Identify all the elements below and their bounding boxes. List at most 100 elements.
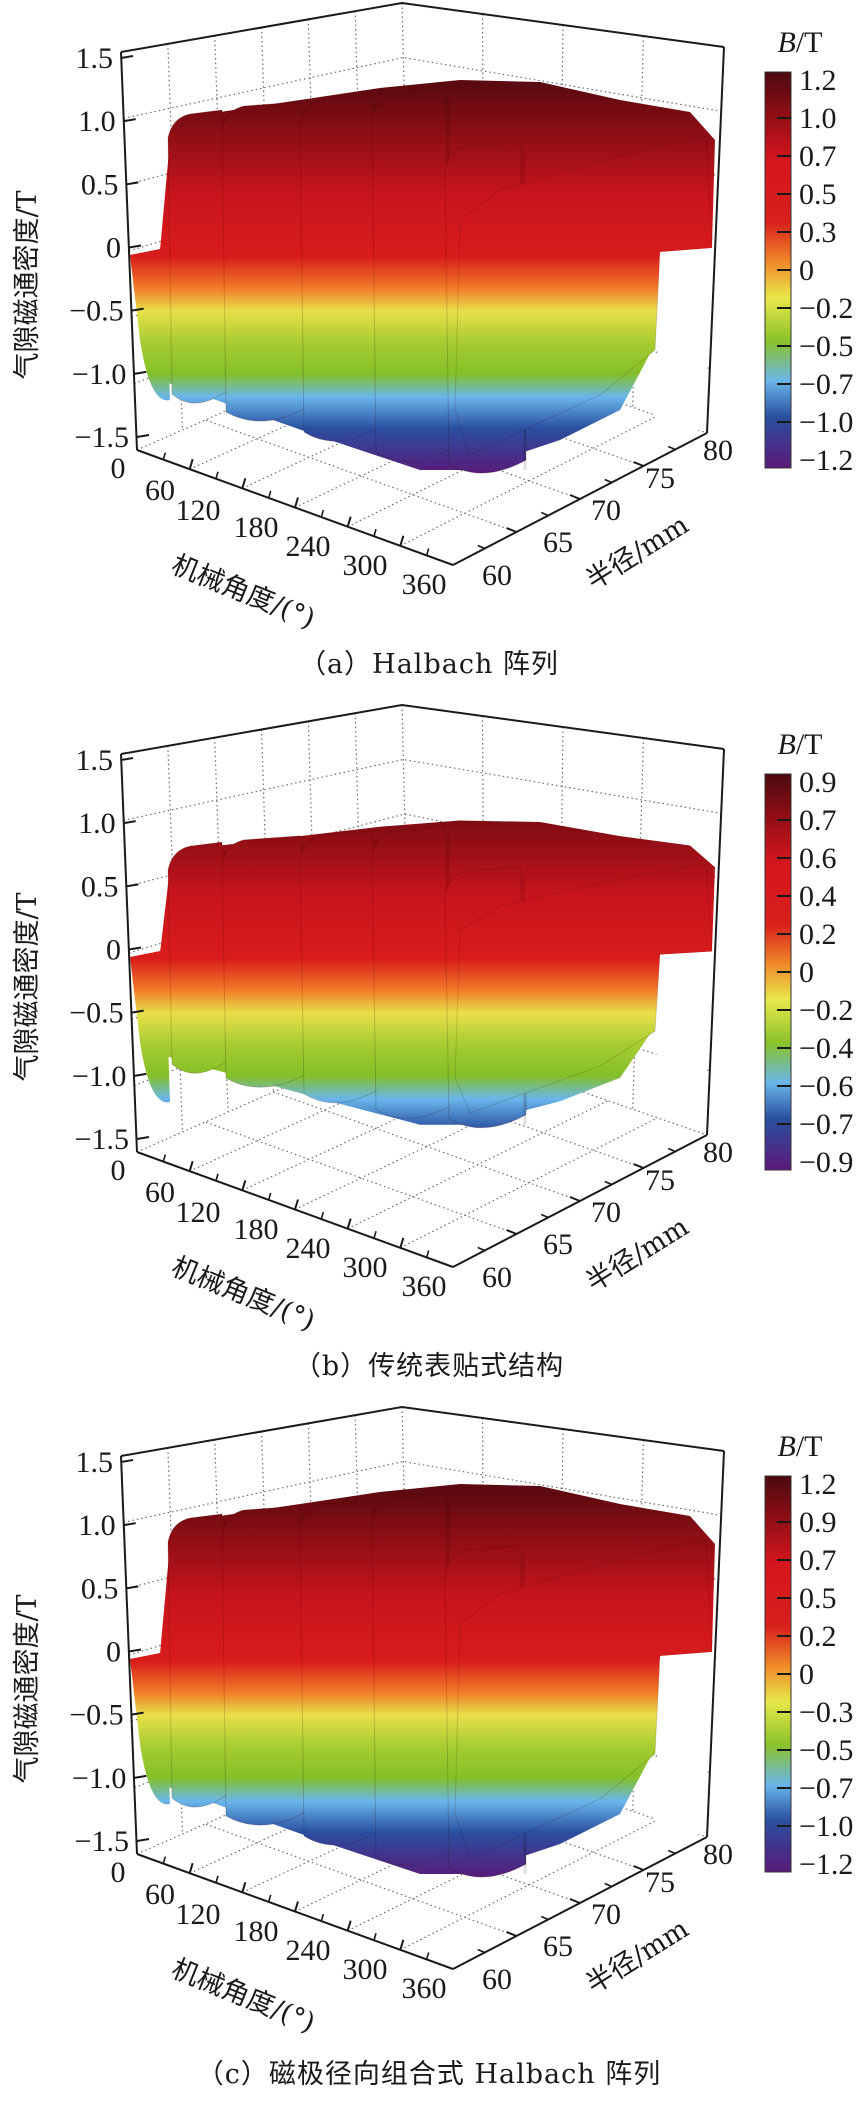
colorbar-tick-label: 0.7 <box>799 804 837 837</box>
z-tick-label: −1.5 <box>75 1825 129 1858</box>
x-tick-label: 360 <box>402 568 447 601</box>
caption-b: （b）传统表贴式结构 <box>293 1351 565 1382</box>
colorbar-tick-label: −0.5 <box>799 1734 853 1767</box>
surface <box>130 820 715 1129</box>
colorbar-tick-label: −0.7 <box>799 1772 853 1805</box>
y-tick-label: 75 <box>645 462 675 495</box>
caption-c: （c）磁极径向组合式 Halbach 阵列 <box>196 2059 662 2090</box>
x-tick-label: 180 <box>234 1213 279 1246</box>
y-tick-label: 60 <box>482 1963 512 1996</box>
colorbar-tick-label: 0.7 <box>799 1544 837 1577</box>
x-tick-label: 120 <box>176 1898 221 1931</box>
z-tick-label: 0 <box>106 232 121 265</box>
panel-c: 1.5 1.0 0.5 0 −0.5 −1.0 −1.5 气隙磁通密度/T 0 60 120 180 2… <box>0 1404 858 2106</box>
colorbar-tick-label: 0.7 <box>799 140 837 173</box>
x-tick-label: 300 <box>343 1251 388 1284</box>
x-tick-label: 180 <box>234 1915 279 1948</box>
colorbar-tick-label: 0.9 <box>799 766 837 799</box>
colorbar-tick-label: −0.4 <box>799 1032 853 1065</box>
colorbar-tick-label: −0.7 <box>799 1108 853 1141</box>
x-tick-label: 180 <box>234 511 279 544</box>
z-tick-label: −0.5 <box>69 997 123 1030</box>
z-tick-label: 0 <box>106 1636 121 1669</box>
x-tick-label: 300 <box>343 549 388 582</box>
y-tick-label: 65 <box>543 1228 573 1261</box>
z-axis-ticks: 1.5 1.0 0.5 0 −0.5 −1.0 −1.5 <box>69 1446 150 1858</box>
z-axis-label: 气隙磁通密度/T <box>12 190 43 379</box>
x-tick-label: 0 <box>111 1154 126 1187</box>
colorbar-tick-label: −0.6 <box>799 1070 853 1103</box>
colorbar-tick-label: −0.9 <box>799 1146 853 1179</box>
colorbar-tick-label: 0.2 <box>799 918 837 951</box>
y-tick-label: 70 <box>591 1898 621 1931</box>
colorbar-tick-label: 0.3 <box>799 216 837 249</box>
y-tick-label: 65 <box>543 1930 573 1963</box>
z-axis-label: 气隙磁通密度/T <box>12 892 43 1081</box>
colorbar-tick-label: 0.4 <box>799 880 837 913</box>
x-tick-label: 300 <box>343 1953 388 1986</box>
x-tick-label: 360 <box>402 1270 447 1303</box>
colorbar-title: B/T <box>778 728 823 761</box>
x-tick-label: 240 <box>286 1232 331 1265</box>
z-tick-label: 1.5 <box>76 42 114 75</box>
colorbar-tick-label: −0.7 <box>799 368 853 401</box>
z-axis-ticks: 1.5 1.0 0.5 0 −0.5 −1.0 −1.5 <box>69 744 150 1156</box>
colorbar-tick-label: 0.6 <box>799 842 837 875</box>
colorbar-tick-label: −1.2 <box>799 1848 853 1881</box>
colorbar-tick-label: −1.0 <box>799 1810 853 1843</box>
panel-b: 1.5 1.0 0.5 0 −0.5 −1.0 −1.5 气隙磁通密度/T 0 60 120 180 2… <box>0 702 858 1404</box>
z-tick-label: 0.5 <box>81 870 119 903</box>
colorbar-tick-label: 0.2 <box>799 1620 837 1653</box>
colorbar-title: B/T <box>778 26 823 59</box>
surface <box>130 1484 715 1878</box>
y-tick-label: 80 <box>703 1838 733 1871</box>
x-tick-label: 0 <box>111 452 126 485</box>
colorbar: B/T 1.2 1.0 0.7 0.5 0.3 0 −0.2 −0.5 −0.7 −1.0 −1.2 <box>764 26 853 477</box>
z-tick-label: −0.5 <box>69 1699 123 1732</box>
colorbar-tick-label: 0.9 <box>799 1506 837 1539</box>
y-axis-ticks: 60 65 70 75 80 <box>477 434 733 592</box>
colorbar-tick-label: 0.5 <box>799 1582 837 1615</box>
x-tick-label: 120 <box>176 1196 221 1229</box>
z-tick-label: 0.5 <box>81 1572 119 1605</box>
x-tick-label: 60 <box>145 474 175 507</box>
z-tick-label: 1.0 <box>78 807 116 840</box>
z-tick-label: 0 <box>106 934 121 967</box>
surface-plot-a: 1.51.00.50−0.5−1.0−1.5气隙磁通密度/T0601201802… <box>12 1 853 635</box>
colorbar-tick-label: 0 <box>799 254 814 287</box>
z-tick-label: 0.5 <box>81 168 119 201</box>
colorbar-tick-label: −0.2 <box>799 292 853 325</box>
colorbar-tick-label: −0.5 <box>799 330 853 363</box>
z-tick-label: 1.5 <box>76 744 114 777</box>
x-tick-label: 360 <box>402 1972 447 2005</box>
colorbar: B/T 1.2 0.9 0.7 0.5 0.2 0 −0.3 −0.5 −0.7 −1.0 −1.2 <box>764 1430 853 1881</box>
panel-a: 1.5 1.0 0.5 0 −0.5 −1.0 −1.5 气隙磁通密度/T 0 60 120 180 2… <box>0 0 858 702</box>
z-axis-label: 气隙磁通密度/T <box>12 1594 43 1783</box>
z-axis-ticks: 1.5 1.0 0.5 0 −0.5 −1.0 −1.5 <box>69 42 150 454</box>
x-tick-label: 240 <box>286 530 331 563</box>
z-tick-label: 1.0 <box>78 105 116 138</box>
y-axis-ticks: 60 65 70 75 80 <box>477 1838 733 1996</box>
x-tick-label: 60 <box>145 1176 175 1209</box>
colorbar: B/T 0.9 0.7 0.6 0.4 0.2 0 −0.2 −0.4 −0.6 −0.7 −0.9 <box>764 728 853 1179</box>
z-tick-label: 1.5 <box>76 1446 114 1479</box>
colorbar-tick-label: 1.2 <box>799 1468 837 1501</box>
y-axis-ticks: 60 65 70 75 80 <box>477 1136 733 1294</box>
colorbar-tick-label: −0.2 <box>799 994 853 1027</box>
z-tick-label: −1.5 <box>75 421 129 454</box>
y-tick-label: 80 <box>703 1136 733 1169</box>
colorbar-tick-label: −1.0 <box>799 406 853 439</box>
y-tick-label: 75 <box>645 1164 675 1197</box>
colorbar-tick-label: 0.5 <box>799 178 837 211</box>
colorbar-tick-label: −1.2 <box>799 444 853 477</box>
x-tick-label: 120 <box>176 494 221 527</box>
z-tick-label: −1.0 <box>72 1060 126 1093</box>
y-tick-label: 60 <box>482 559 512 592</box>
z-tick-label: −1.0 <box>72 358 126 391</box>
y-tick-label: 60 <box>482 1261 512 1294</box>
surface-plot-c: 1.51.00.50−0.5−1.0−1.5气隙磁通密度/T0601201802… <box>12 1405 853 2039</box>
colorbar-title: B/T <box>778 1430 823 1463</box>
